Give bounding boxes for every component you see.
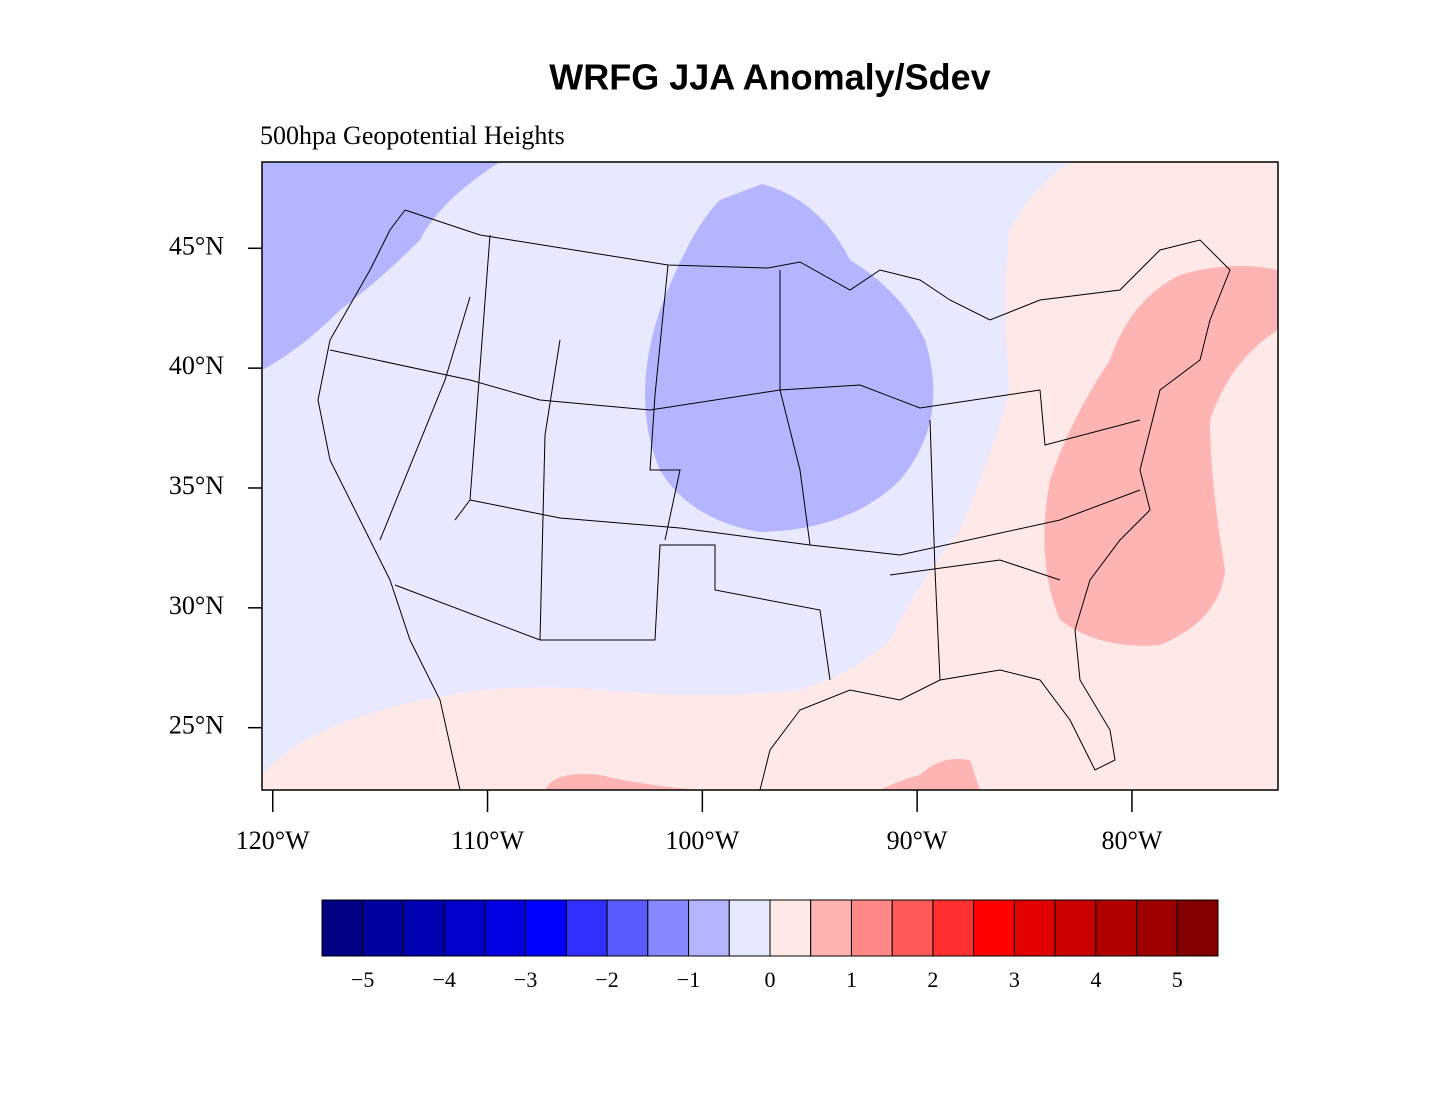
- contour-fill: [262, 162, 1278, 790]
- lat-tick-label: 45°N: [169, 231, 224, 260]
- contour-fill: [545, 759, 980, 790]
- lat-tick-label: 25°N: [169, 711, 224, 740]
- colorbar-box: [525, 899, 567, 957]
- colorbar-box: [1013, 899, 1056, 957]
- contour-fill: [1044, 266, 1278, 646]
- colorbar-box: [1136, 899, 1178, 957]
- colorbar-box: [362, 899, 404, 957]
- colorbar-box: [769, 899, 812, 957]
- lat-tick-label: 40°N: [169, 351, 224, 380]
- colorbar-box: [688, 899, 730, 957]
- lon-tick-label: 80°W: [1101, 826, 1162, 855]
- colorbar-label: −5: [351, 967, 374, 992]
- lon-tick-label: 120°W: [236, 826, 310, 855]
- colorbar-label: −2: [595, 967, 618, 992]
- map-frame: [261, 161, 1279, 791]
- subtitle: 500hpa Geopotential Heights: [260, 121, 565, 150]
- colorbar-box: [606, 899, 649, 957]
- colorbar-box: [973, 899, 1015, 957]
- colorbar-label: 5: [1172, 967, 1183, 992]
- coastline: [317, 209, 1231, 790]
- colorbar-box: [1095, 899, 1138, 957]
- colorbar-box: [810, 899, 852, 957]
- colorbar-box: [402, 899, 445, 957]
- colorbar-box: [321, 899, 364, 957]
- colorbar-label: 1: [846, 967, 857, 992]
- colorbar-box: [728, 899, 771, 957]
- colorbar-label: 4: [1090, 967, 1101, 992]
- state-lines: [329, 234, 1141, 681]
- contour-fill: [645, 184, 934, 532]
- title: WRFG JJA Anomaly/Sdev: [549, 57, 990, 98]
- contour-fill: [262, 162, 500, 370]
- colorbar-label: −3: [514, 967, 537, 992]
- lon-tick-label: 90°W: [887, 826, 948, 855]
- colorbar-box: [1054, 899, 1097, 957]
- colorbar-box: [932, 899, 975, 957]
- colorbar-label: −1: [677, 967, 700, 992]
- colorbar-label: −4: [432, 967, 455, 992]
- colorbar-box: [850, 899, 893, 957]
- lon-tick-label: 100°W: [665, 826, 739, 855]
- colorbar-box: [891, 899, 934, 957]
- colorbar-box: [443, 899, 486, 957]
- lat-tick-label: 30°N: [169, 591, 224, 620]
- colorbar-box: [1176, 899, 1219, 957]
- colorbar-box: [565, 899, 608, 957]
- colorbar-label: 3: [1009, 967, 1020, 992]
- map: [262, 162, 1278, 790]
- colorbar: −5 −4 −3 −2 −1 0 1 2 3 4 5: [321, 899, 1219, 992]
- colorbar-label: 0: [765, 967, 776, 992]
- colorbar-box: [647, 899, 690, 957]
- colorbar-label: 2: [927, 967, 938, 992]
- lat-tick-label: 35°N: [169, 471, 224, 500]
- colorbar-box: [484, 899, 527, 957]
- axes: 45°N 40°N 35°N 30°N 25°N 120°W 110°W 100°W 90°W 8…: [169, 231, 1163, 855]
- lon-tick-label: 110°W: [451, 826, 524, 855]
